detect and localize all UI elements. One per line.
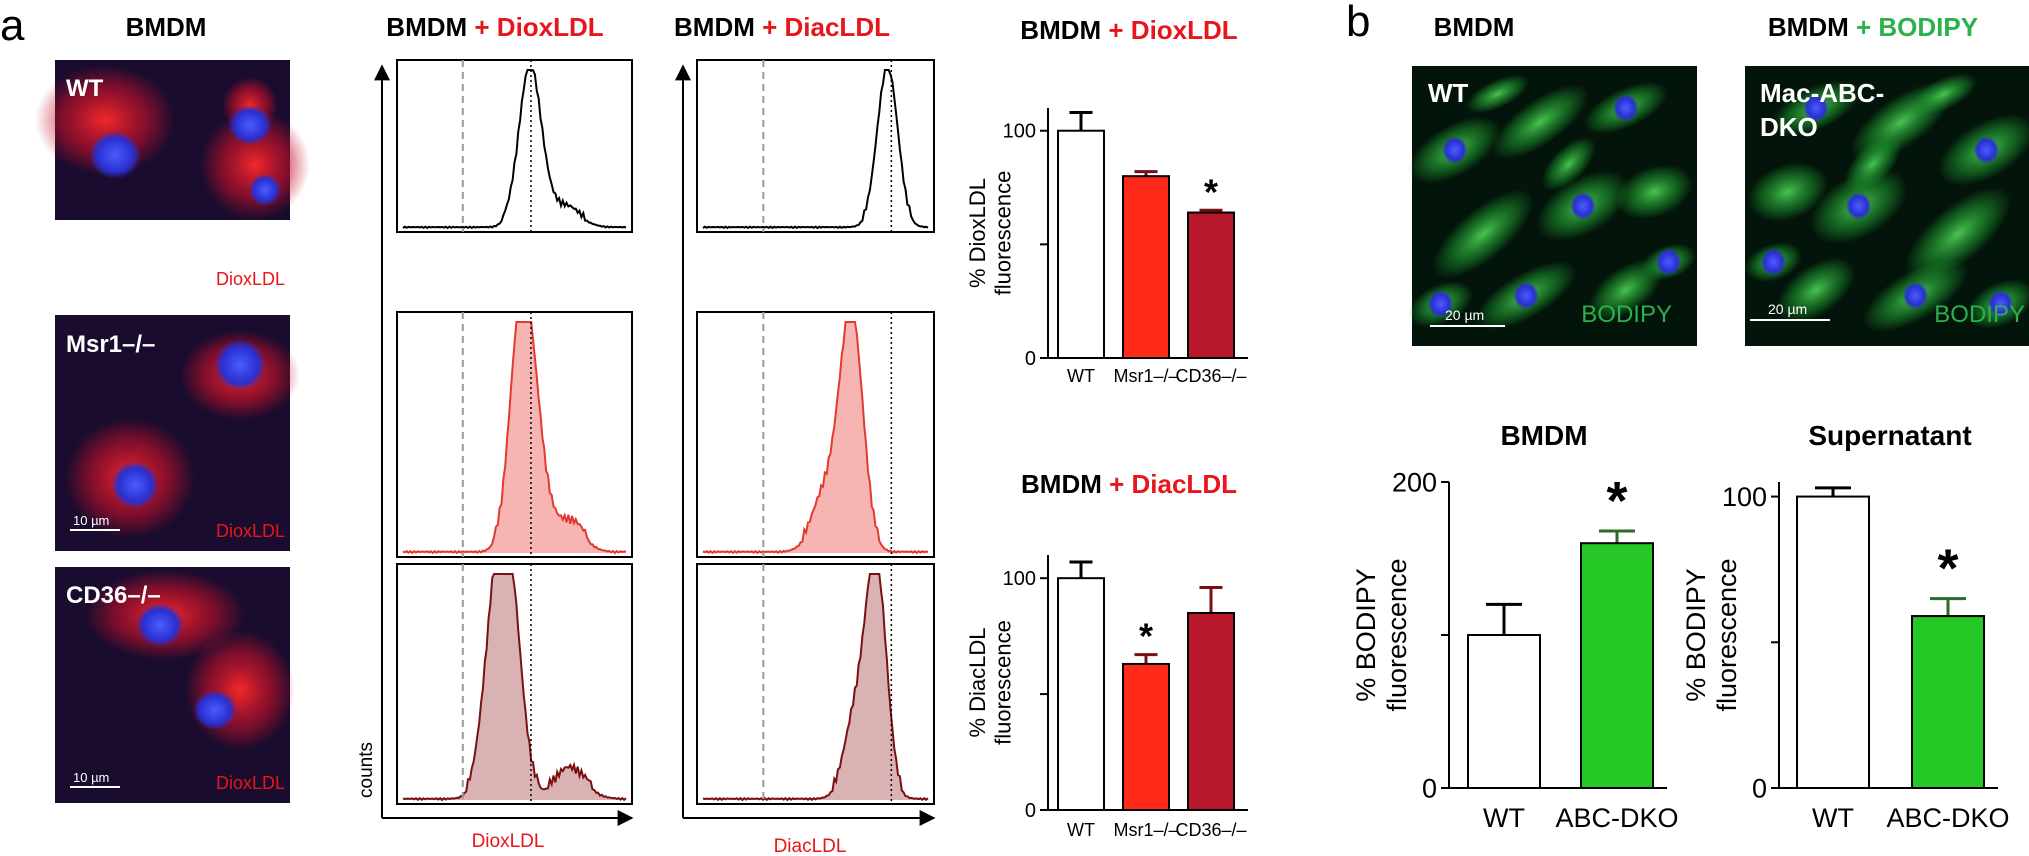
x-tick-label: WT — [1812, 803, 1854, 833]
y-axis-label: % DioxLDLfluorescence — [965, 171, 1015, 296]
bar — [1057, 577, 1105, 811]
bar — [1911, 615, 1985, 789]
y-axis-label: % BODIPYfluorescence — [1351, 558, 1412, 711]
chart-title: BMDM + DiacLDL — [1021, 469, 1237, 499]
bar — [1187, 611, 1235, 811]
chart-title: BMDM + DioxLDL — [1020, 15, 1238, 45]
histogram-line — [402, 69, 627, 230]
y-tick-label: 0 — [1422, 773, 1437, 803]
significance-marker: * — [1937, 539, 1958, 599]
x-tick-label: Msr1–/– — [1113, 366, 1178, 386]
histogram-line — [702, 573, 929, 802]
y-tick-label: 0 — [1025, 348, 1036, 370]
histogram-panel — [396, 59, 633, 233]
y-tick-label: 100 — [1722, 482, 1767, 512]
bar — [1580, 542, 1654, 790]
hist-diacldl-panels — [696, 59, 935, 805]
bar — [1122, 662, 1170, 811]
bar — [1187, 211, 1235, 359]
hist-dioxldl-title: BMDM + DioxLDL — [386, 12, 604, 42]
scale-bar-label: 20 µm — [1445, 307, 1484, 323]
b-micrograph-title-dko: BMDM + BODIPY — [1768, 12, 1978, 42]
stain-label: BODIPY — [1581, 301, 1672, 328]
bar — [1796, 495, 1870, 789]
stain-label: DioxLDL — [216, 269, 285, 289]
micrograph-label: WT — [66, 75, 104, 102]
histogram-fill — [403, 322, 626, 553]
y-tick-label: 200 — [1392, 467, 1437, 497]
histogram-panel — [696, 563, 935, 805]
x-tick-label: CD36–/– — [1175, 820, 1246, 840]
x-tick-label: ABC-DKO — [1555, 803, 1678, 833]
scale-bar-label: 10 µm — [73, 513, 109, 528]
scale-bar-label: 10 µm — [73, 770, 109, 785]
x-tick-label: WT — [1483, 803, 1525, 833]
x-tick-label: ABC-DKO — [1886, 803, 2009, 833]
bar — [1057, 129, 1105, 359]
significance-marker: * — [1606, 471, 1627, 531]
panel-label-a: a — [0, 1, 25, 50]
histogram-line — [702, 321, 929, 555]
histogram-panel — [696, 311, 935, 558]
y-tick-label: 100 — [1003, 121, 1036, 143]
micrograph-wt: WT 10 µm DioxLDL — [35, 60, 310, 289]
chart-title: Supernatant — [1808, 420, 1971, 451]
histogram-line — [402, 573, 627, 802]
bar-chart-dioxldl: BMDM + DioxLDL 0 100 % DioxLDLfluorescence W… — [965, 15, 1248, 386]
y-axis-label: % DiacLDLfluorescence — [965, 620, 1015, 745]
bar — [1122, 175, 1170, 359]
histogram-panel — [396, 311, 633, 558]
micrograph-cd36: CD36–/– 10 µm DioxLDL — [55, 567, 295, 803]
micrograph-column-title: BMDM — [126, 12, 207, 42]
histogram-fill — [703, 574, 928, 800]
panel-label-b: b — [1346, 0, 1370, 46]
micrograph-label: Mac-ABC-DKO — [1760, 78, 1884, 142]
micrograph-b-dko: Mac-ABC-DKO 20 µm BODIPY — [1744, 66, 2029, 346]
y-tick-label: 100 — [1003, 568, 1036, 590]
stain-label: DioxLDL — [216, 521, 285, 541]
hist-diacldl-title: BMDM + DiacLDL — [674, 12, 890, 42]
significance-marker: * — [1204, 171, 1218, 212]
y-axis-label: % BODIPYfluorescence — [1681, 558, 1742, 711]
x-tick-label: WT — [1067, 820, 1095, 840]
stain-label: DioxLDL — [216, 773, 285, 793]
b-micrograph-title-wt: BMDM — [1434, 12, 1515, 42]
scale-bar-label: 20 µm — [1768, 301, 1807, 317]
histogram-line — [702, 69, 929, 230]
bar-chart-diacldl: BMDM + DiacLDL 0 100 % DiacLDLfluorescence W… — [965, 469, 1248, 840]
bar-chart-bmdm-bodipy: BMDM 0 200 % BODIPYfluorescence WT ABC-DKO * — [1351, 420, 1679, 833]
bar-chart-supernatant-bodipy: Supernatant 0 100 % BODIPYfluorescence WT ABC… — [1681, 420, 2010, 833]
micrograph-msr1: Msr1–/– 10 µm DioxLDL — [55, 315, 300, 551]
hist-dioxldl-panels — [396, 59, 633, 805]
histogram-panel — [696, 59, 935, 233]
x-tick-label: WT — [1067, 366, 1095, 386]
histogram-fill — [403, 574, 626, 800]
y-tick-label: 0 — [1025, 800, 1036, 822]
scale-bar-label: 10 µm — [73, 260, 109, 275]
hist-diacldl-xlabel: DiacLDL — [774, 836, 847, 856]
hist-dioxldl-xlabel: DioxLDL — [472, 831, 545, 852]
chart-title: BMDM — [1500, 420, 1587, 451]
hist-dioxldl-ylabel: counts — [356, 742, 377, 798]
stain-label: BODIPY — [1934, 301, 2025, 328]
histogram-line — [402, 321, 627, 555]
significance-marker: * — [1139, 616, 1153, 657]
x-tick-label: CD36–/– — [1175, 366, 1246, 386]
micrograph-label: WT — [1428, 78, 1469, 108]
y-tick-label: 0 — [1752, 773, 1767, 803]
bar — [1467, 634, 1541, 789]
x-tick-label: Msr1–/– — [1113, 820, 1178, 840]
micrograph-b-wt: WT 20 µm BODIPY — [1408, 66, 1697, 346]
micrograph-label: CD36–/– — [66, 582, 161, 609]
micrograph-label: Msr1–/– — [66, 331, 155, 358]
histogram-panel — [396, 563, 633, 805]
